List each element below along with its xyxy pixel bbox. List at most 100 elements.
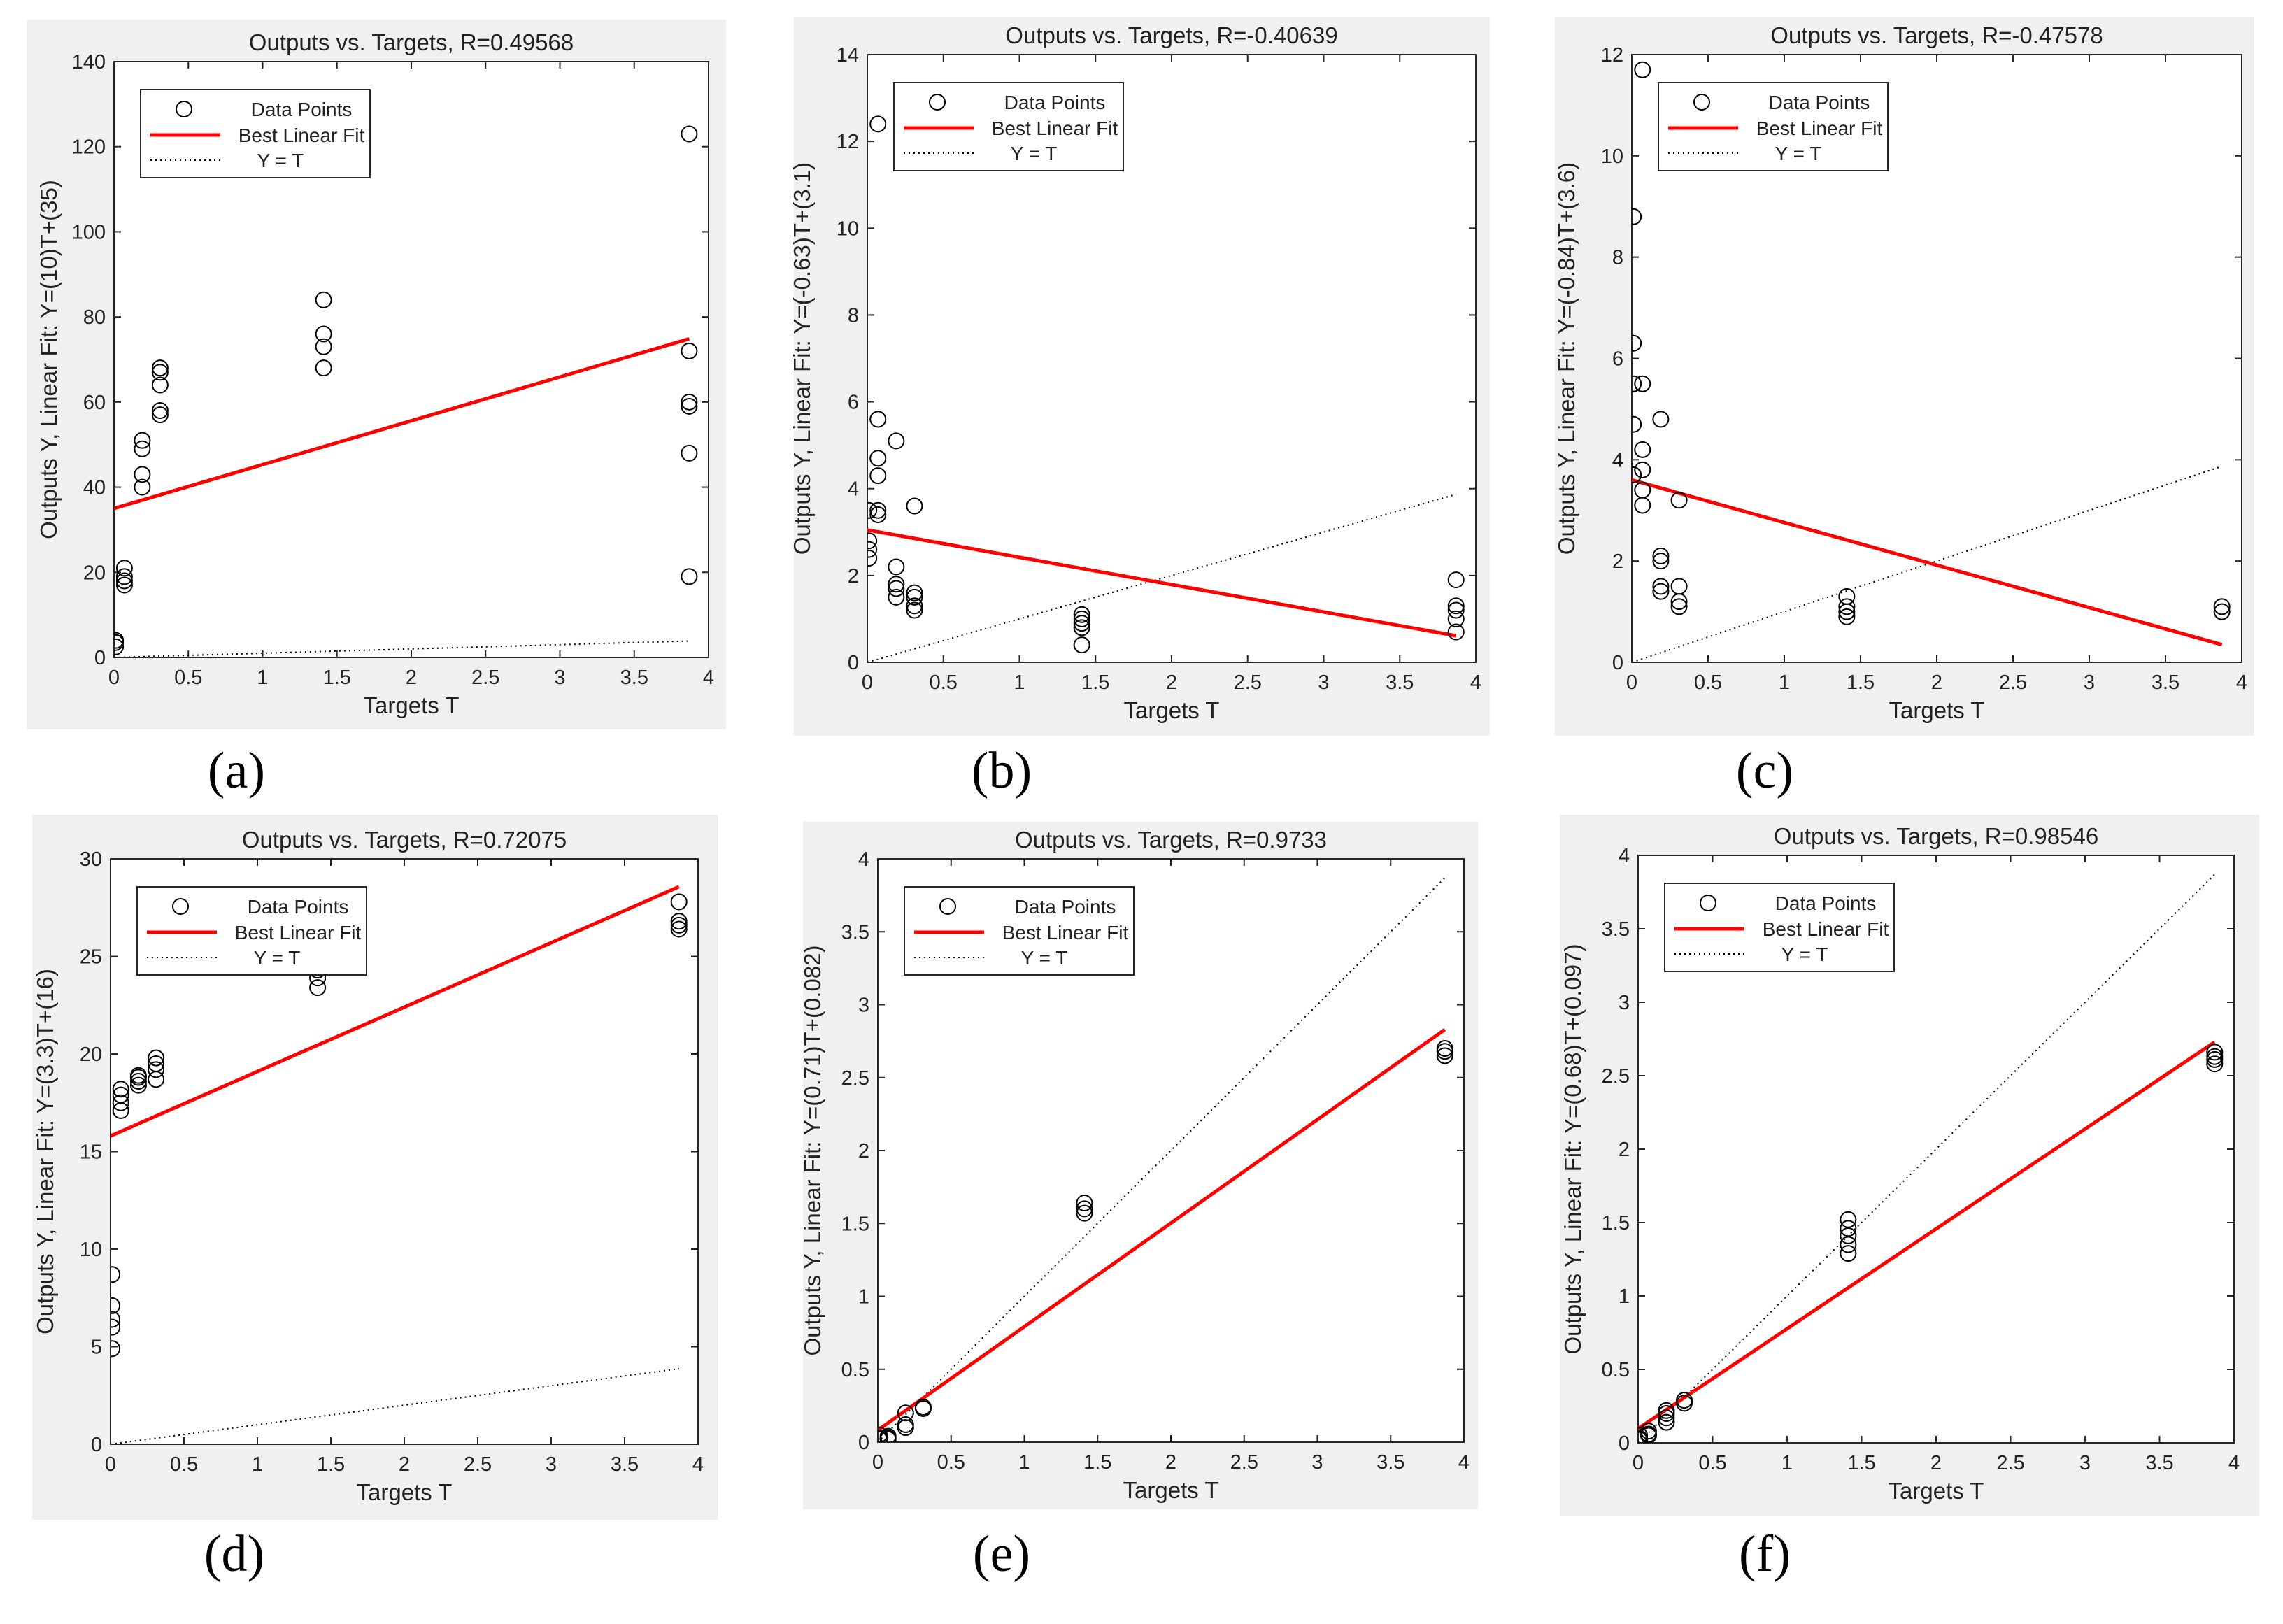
x-tick-label: 3.5 (620, 667, 648, 689)
chart-svg: Outputs vs. Targets, R=0.9733 0 0.5 1 1.5 2 2.… (799, 822, 1478, 1509)
data-point (134, 478, 151, 496)
data-point (151, 359, 169, 377)
chart-title: Outputs vs. Targets, R=0.9733 (1015, 827, 1327, 853)
y-tick-label: 1.5 (841, 1213, 869, 1235)
x-tick-label: 3 (554, 667, 565, 689)
data-point (129, 1076, 147, 1094)
data-point (1632, 375, 1642, 392)
data-point (2206, 1044, 2224, 1061)
legend-marker-points (1700, 895, 1716, 911)
y-tick-label: 4 (848, 478, 859, 501)
y-axis-label: Outputs Y, Linear Fit: Y=(0.71)T+(0.082) (799, 945, 825, 1355)
legend-label-identity: Y = T (1781, 943, 1828, 965)
x-axis-label: Targets T (357, 1479, 453, 1505)
data-point (134, 466, 151, 483)
best-fit-line (867, 528, 1457, 638)
x-tick-label: 1.5 (323, 667, 351, 689)
data-point (129, 1073, 147, 1090)
x-tick-label: 0 (862, 671, 873, 694)
data-point (1838, 598, 1856, 615)
data-point (1634, 441, 1651, 458)
data-point (1838, 608, 1856, 625)
plot-layer (867, 115, 1465, 662)
x-tick-label: 2 (1931, 671, 1942, 694)
chart-title: Outputs vs. Targets, R=-0.40639 (1005, 22, 1337, 48)
data-point (111, 1318, 121, 1336)
data-point (1670, 492, 1688, 509)
data-point (1076, 1195, 1093, 1212)
data-point (1840, 1220, 1857, 1237)
data-point (1076, 1204, 1093, 1222)
y-tick-label: 8 (1612, 247, 1623, 269)
data-point (1436, 1047, 1453, 1064)
legend-label-identity: Y = T (254, 947, 301, 969)
legend-label-points: Data Points (1015, 896, 1116, 918)
best-fit-line (111, 885, 680, 1138)
x-axis-label: Targets T (1124, 697, 1220, 723)
data-point (1634, 375, 1651, 392)
x-axis-label: Targets T (1123, 1477, 1219, 1503)
data-point (115, 572, 133, 590)
data-point (134, 440, 151, 457)
data-point (1670, 578, 1688, 595)
legend-marker-points (1693, 94, 1710, 111)
y-tick-label: 3.5 (1602, 918, 1630, 941)
best-fit-line (1632, 478, 2223, 647)
y-tick-label: 6 (848, 392, 859, 414)
data-point (869, 501, 887, 519)
data-point (888, 580, 905, 597)
data-point (897, 1416, 914, 1433)
data-point (888, 588, 905, 606)
data-point (1073, 610, 1090, 627)
x-tick-label: 3.5 (2152, 671, 2179, 694)
data-point (148, 1061, 165, 1078)
data-point (134, 432, 151, 449)
y-tick-label: 140 (72, 51, 106, 73)
data-point (112, 1081, 129, 1098)
data-point (151, 364, 169, 381)
y-tick-label: 0 (848, 652, 859, 674)
data-point (1073, 606, 1090, 623)
legend: Data Points Best Linear Fit Y = T (893, 82, 1124, 171)
data-point (1840, 1236, 1857, 1253)
y-tick-label: 2.5 (1602, 1065, 1630, 1088)
legend-label-fit: Best Linear Fit (1002, 922, 1129, 943)
data-point (112, 1086, 129, 1104)
data-point (151, 402, 169, 420)
x-tick-label: 0 (1626, 671, 1637, 694)
y-tick-label: 2 (1612, 550, 1623, 573)
data-point (2206, 1055, 2224, 1073)
identity-line (1632, 465, 2222, 662)
legend-label-fit: Best Linear Fit (1756, 117, 1883, 139)
y-axis-label: Outputs Y, Linear Fit: Y=(0.68)T+(0.097) (1560, 943, 1586, 1354)
y-tick-label: 10 (837, 218, 859, 240)
y-tick-label: 6 (1612, 348, 1623, 371)
x-tick-label: 0 (108, 667, 120, 689)
y-tick-label: 15 (80, 1141, 102, 1164)
data-point (309, 979, 327, 997)
data-point (112, 1094, 129, 1111)
data-point (1658, 1409, 1675, 1427)
identity-line (867, 493, 1456, 662)
y-axis-label: Outputs Y, Linear Fit: Y=(-0.63)T+(3.1) (789, 162, 815, 555)
data-point (111, 1297, 121, 1314)
y-tick-label: 20 (83, 562, 106, 584)
x-tick-label: 4 (2236, 671, 2247, 694)
x-tick-label: 1 (1781, 1452, 1793, 1474)
data-point (129, 1067, 147, 1084)
legend-label-fit: Best Linear Fit (235, 922, 362, 943)
y-tick-label: 120 (72, 136, 106, 159)
y-tick-label: 10 (1601, 145, 1623, 168)
panel-caption-c: (c) (1735, 742, 1794, 799)
x-tick-label: 2 (1930, 1452, 1942, 1474)
data-point (867, 541, 878, 558)
chart-title: Outputs vs. Targets, R=-0.47578 (1770, 22, 2103, 48)
data-point (148, 1049, 165, 1067)
data-point (148, 1055, 165, 1072)
data-point (1670, 598, 1688, 615)
data-point (681, 568, 698, 585)
data-point (906, 584, 923, 601)
data-point (681, 125, 698, 143)
x-tick-label: 1.5 (1847, 671, 1875, 694)
data-point (869, 506, 887, 523)
